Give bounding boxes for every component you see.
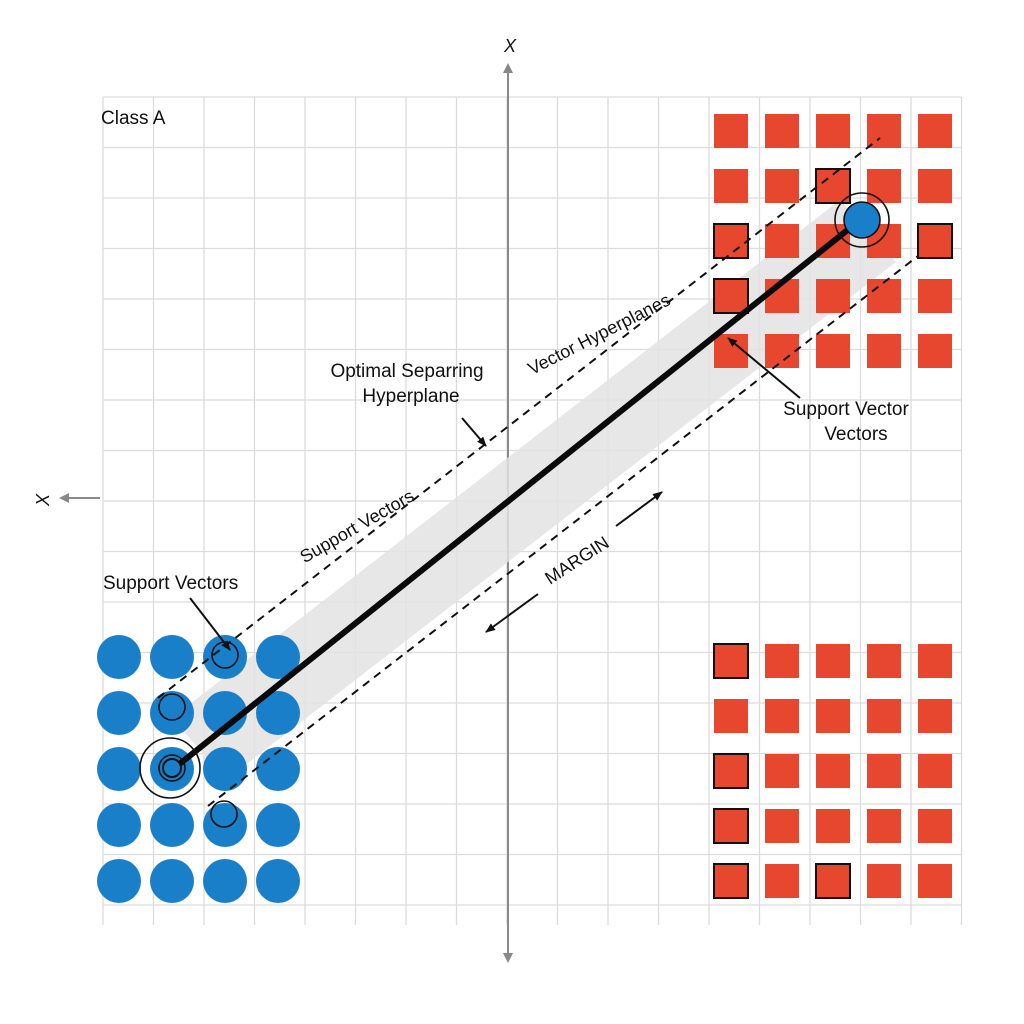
class-a-point xyxy=(256,635,300,679)
support-vector-ring xyxy=(158,693,186,721)
class-b-point xyxy=(816,754,850,788)
class-a-point xyxy=(150,635,194,679)
class-b-points-top xyxy=(713,114,953,368)
class-b-point xyxy=(713,808,749,844)
margin-arrow-left xyxy=(485,593,539,633)
class-b-point xyxy=(765,334,799,368)
class-a-points xyxy=(97,635,300,903)
class-b-point xyxy=(815,863,851,899)
class-b-point xyxy=(713,278,749,314)
class-a-point xyxy=(256,747,300,791)
class-b-point xyxy=(867,114,901,148)
class-a-point xyxy=(97,691,141,735)
support-vector-rings xyxy=(139,192,890,828)
optimal-hyperplane xyxy=(169,217,863,773)
class-a-point xyxy=(150,859,194,903)
class-b-point xyxy=(765,224,799,258)
class-b-point xyxy=(765,114,799,148)
margin-arrow-right xyxy=(615,491,663,527)
class-b-point xyxy=(917,223,953,259)
class-b-point xyxy=(918,754,952,788)
class-a-point xyxy=(150,691,194,735)
class-b-point xyxy=(816,279,850,313)
class-a-point xyxy=(97,747,141,791)
class-b-point xyxy=(714,169,748,203)
class-b-point xyxy=(867,279,901,313)
highlighted-point xyxy=(843,201,881,239)
class-b-point xyxy=(713,643,749,679)
class-b-point xyxy=(816,644,850,678)
class-b-point xyxy=(714,699,748,733)
upper-support-hyperplane xyxy=(157,137,881,699)
hyperplane-end-dot xyxy=(162,758,182,778)
class-b-point xyxy=(867,754,901,788)
class-b-point xyxy=(765,644,799,678)
class-b-point xyxy=(765,864,799,898)
optimal-hyperplane-pointer xyxy=(461,417,487,447)
class-a-point xyxy=(203,859,247,903)
class-b-point xyxy=(816,699,850,733)
class-b-point xyxy=(765,169,799,203)
class-b-point xyxy=(713,753,749,789)
class-b-point xyxy=(867,169,901,203)
class-a-point xyxy=(150,803,194,847)
class-b-point xyxy=(765,699,799,733)
support-vectors-left-pointer xyxy=(189,597,231,651)
support-vector-ring xyxy=(158,754,186,782)
support-vector-ring-outer xyxy=(139,737,201,799)
class-b-point xyxy=(918,699,952,733)
class-b-point xyxy=(918,279,952,313)
class-b-point xyxy=(918,169,952,203)
highlighted-point-ring xyxy=(834,192,890,248)
class-a-point xyxy=(203,691,247,735)
class-b-point xyxy=(918,809,952,843)
class-b-point xyxy=(867,864,901,898)
class-b-point xyxy=(765,754,799,788)
class-a-point xyxy=(203,803,247,847)
class-b-point xyxy=(867,644,901,678)
class-a-point xyxy=(203,747,247,791)
support-vectors-left-label: Support Vectors xyxy=(103,573,238,594)
class-a-point xyxy=(97,803,141,847)
axis-label-top: X xyxy=(503,36,517,56)
class-b-point xyxy=(713,223,749,259)
class-b-point xyxy=(918,864,952,898)
annotation-arrows xyxy=(189,337,801,651)
class-b-point xyxy=(867,334,901,368)
optimal-hyperplane-label-1: Optimal Separring xyxy=(330,361,483,382)
class-a-point xyxy=(203,635,247,679)
class-b-point xyxy=(713,863,749,899)
class-b-point xyxy=(816,114,850,148)
class-b-point xyxy=(918,644,952,678)
support-vector-right-pointer xyxy=(727,337,801,399)
optimal-hyperplane-label-2: Hyperplane xyxy=(362,386,459,407)
class-b-point xyxy=(867,699,901,733)
lower-support-hyperplane xyxy=(207,255,919,807)
support-vector-right-label-2: Vectors xyxy=(824,424,887,445)
class-b-point xyxy=(867,809,901,843)
class-a-point xyxy=(97,635,141,679)
class-b-point xyxy=(816,809,850,843)
class-a-label: Class A xyxy=(101,108,166,129)
class-b-point xyxy=(714,114,748,148)
class-b-point xyxy=(918,334,952,368)
support-vector-ring xyxy=(210,800,238,828)
axis-label-left: X xyxy=(33,493,53,507)
class-b-point xyxy=(918,114,952,148)
class-b-points-bottom xyxy=(713,643,952,899)
class-a-point xyxy=(256,859,300,903)
class-a-point xyxy=(256,803,300,847)
class-b-point xyxy=(816,334,850,368)
class-a-point xyxy=(97,859,141,903)
support-vector-right-label-1: Support Vector xyxy=(783,399,909,420)
class-a-point xyxy=(256,691,300,735)
class-b-point xyxy=(765,809,799,843)
